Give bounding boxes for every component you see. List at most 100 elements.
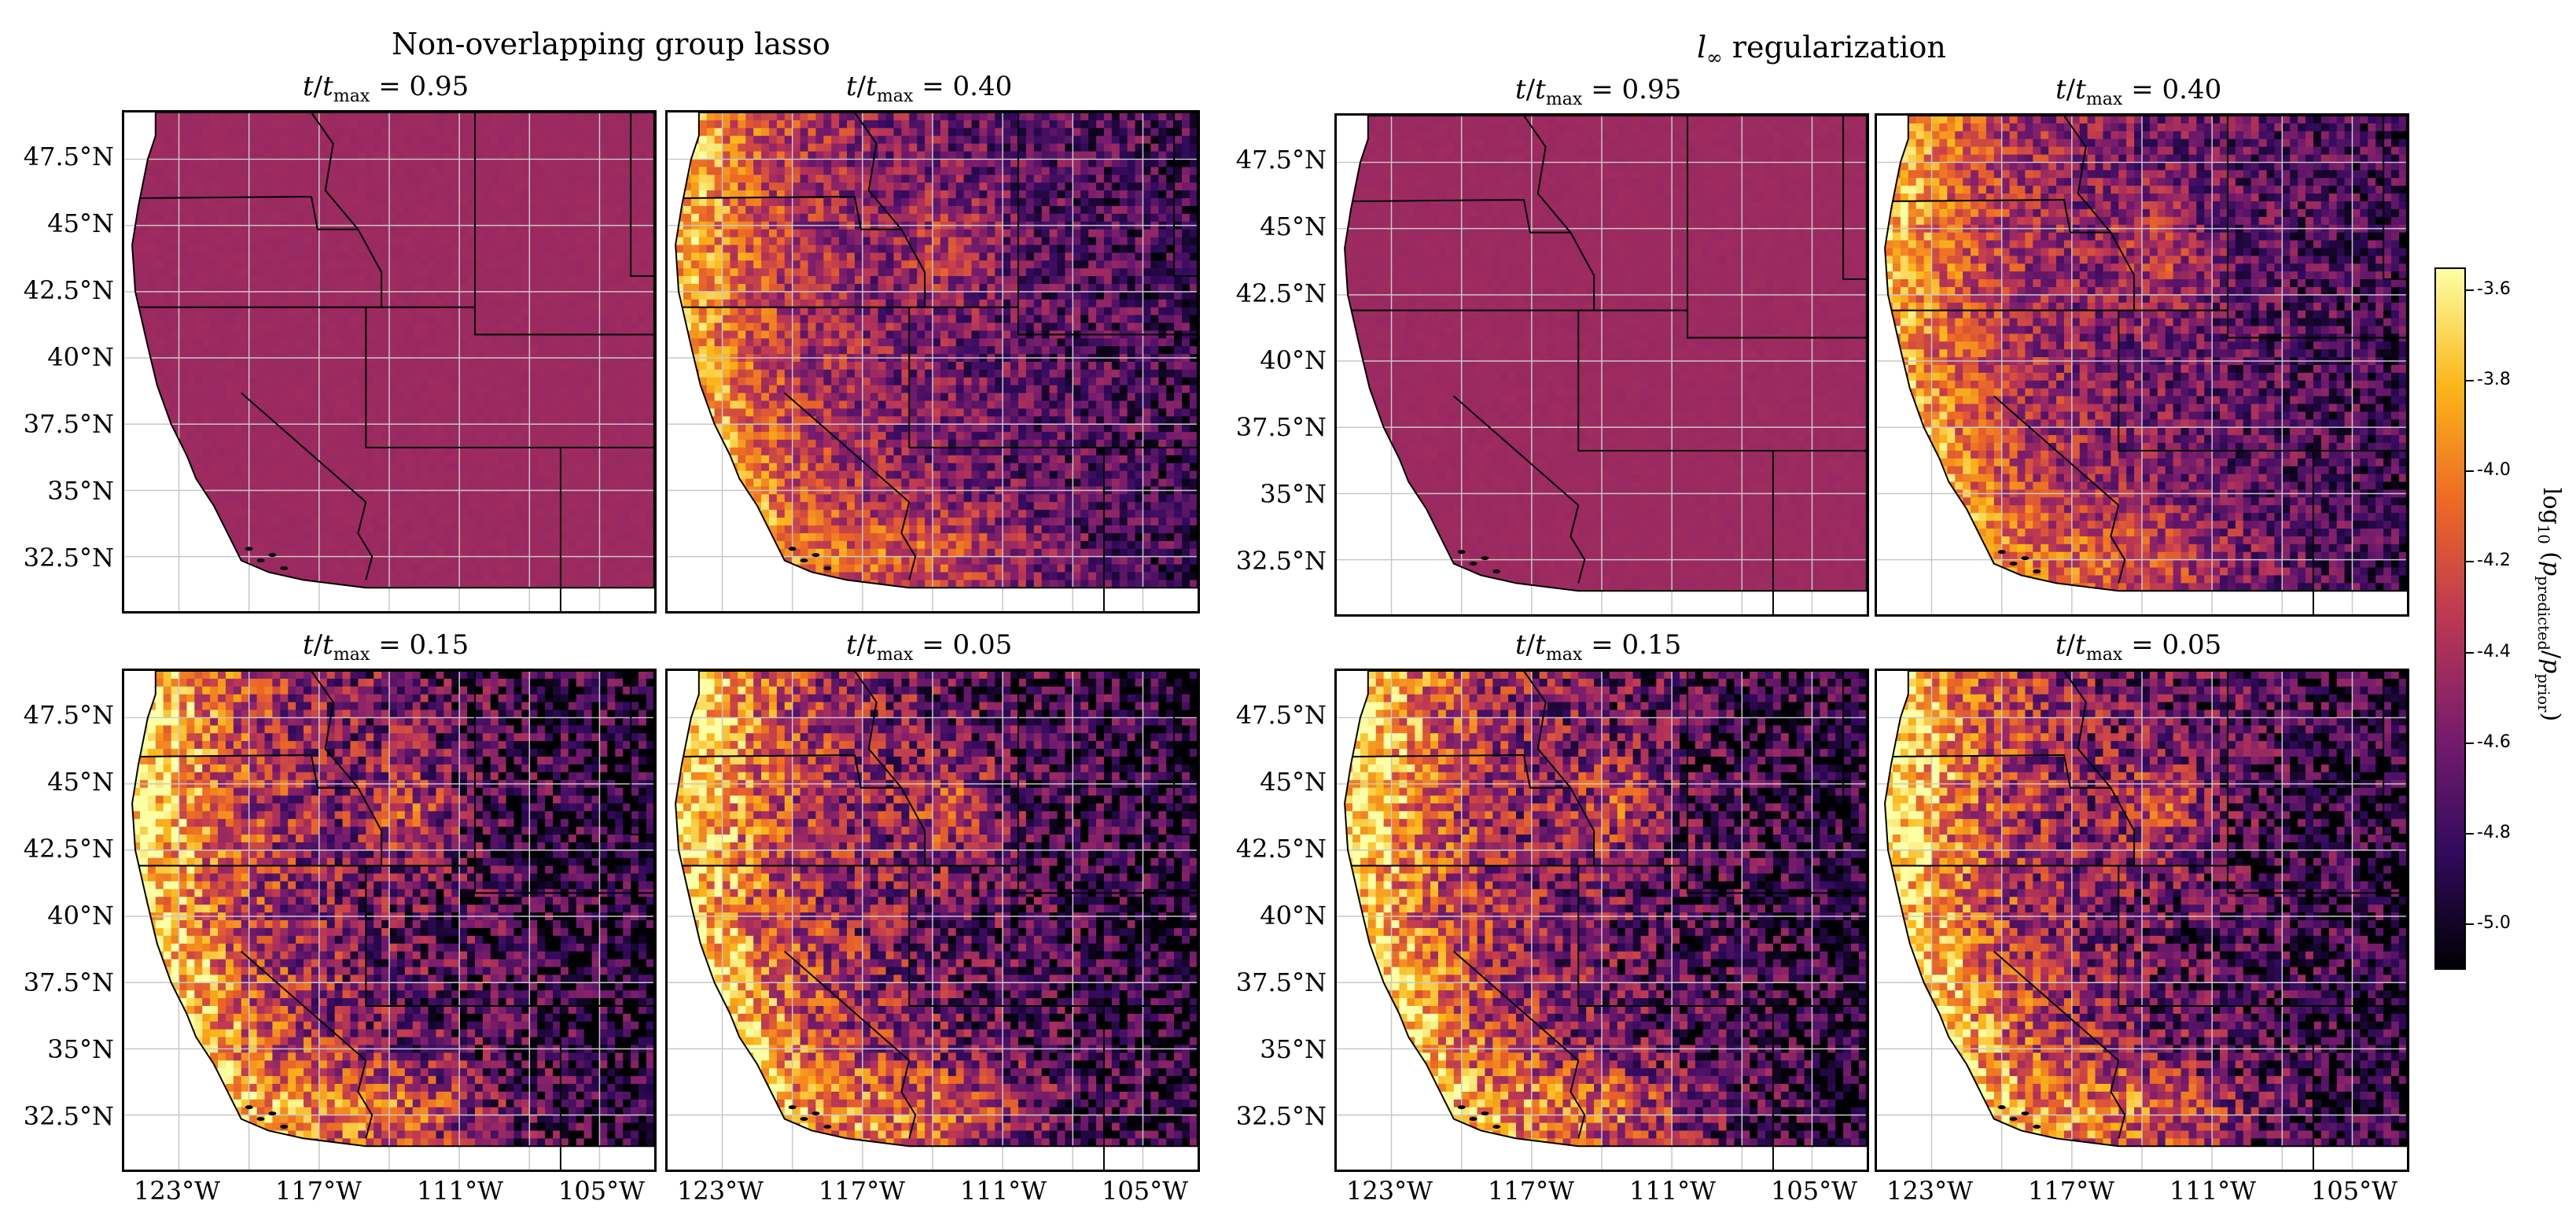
state-border [1570, 1060, 1586, 1139]
latitude-tick-label: 47.5°N [1209, 145, 1327, 175]
longitude-tick-label: 111°W [940, 1176, 1066, 1206]
state-border [1892, 198, 2111, 234]
coastline [1884, 116, 2407, 592]
state-border [1993, 395, 2119, 507]
state-border [1686, 116, 1867, 339]
state-border [2110, 505, 2126, 584]
island [1492, 569, 1501, 573]
island [245, 547, 253, 551]
island [2033, 1125, 2041, 1129]
state-border [311, 671, 382, 831]
state-border [908, 307, 1105, 611]
map-panel-0-2 [122, 669, 657, 1172]
state-border [1017, 671, 1198, 894]
longitude-tick-label: 117°W [2008, 1176, 2134, 1206]
state-border [2383, 116, 2407, 281]
state-border [630, 112, 654, 278]
colorbar [2434, 267, 2466, 970]
longitude-tick-label: 117°W [256, 1176, 381, 1206]
island [280, 566, 289, 570]
island [823, 566, 832, 570]
state-border [473, 671, 654, 894]
colorbar-tick-mark [2466, 380, 2474, 382]
colorbar-tick-mark [2466, 833, 2474, 835]
latitude-tick-label: 45°N [0, 208, 114, 238]
longitude-tick-label: 111°W [2150, 1176, 2276, 1206]
island [2021, 556, 2030, 561]
longitude-tick-label: 123°W [1867, 1176, 1993, 1206]
island [1492, 1125, 1501, 1129]
colorbar-tick-label: -4.8 [2477, 823, 2511, 842]
latitude-tick-label: 42.5°N [0, 275, 114, 305]
latitude-tick-label: 40°N [0, 901, 114, 930]
colorbar-tick-label: -3.8 [2477, 370, 2511, 389]
latitude-tick-label: 45°N [1209, 212, 1327, 241]
island [2021, 1111, 2030, 1116]
state-border [1352, 198, 1571, 234]
state-border [900, 1060, 917, 1139]
latitude-tick-label: 40°N [1209, 345, 1327, 375]
panel-title: t/tmax = 0.05 [2055, 629, 2221, 665]
latitude-tick-label: 37.5°N [0, 409, 114, 439]
longitude-tick-label: 105°W [1751, 1176, 1877, 1206]
state-border [854, 671, 926, 831]
heat-field [132, 671, 654, 1147]
island [1481, 556, 1489, 561]
state-border [2118, 310, 2314, 614]
colorbar-tick-mark [2466, 923, 2474, 926]
state-border [784, 950, 910, 1062]
island [245, 1105, 253, 1110]
latitude-tick-label: 35°N [1209, 479, 1327, 509]
coastline [131, 112, 654, 589]
latitude-tick-label: 47.5°N [0, 142, 114, 171]
state-border [1842, 671, 1867, 836]
state-border [2383, 671, 2407, 836]
group-title-left: Non-overlapping group lasso [392, 27, 830, 61]
latitude-tick-label: 42.5°N [1209, 834, 1327, 864]
island [2009, 562, 2018, 566]
island [1457, 1105, 1466, 1110]
longitude-tick-label: 111°W [1610, 1176, 1735, 1206]
latitude-tick-label: 35°N [1209, 1034, 1327, 1064]
map-panel-1-2 [1334, 669, 1869, 1172]
colorbar-gradient [2436, 269, 2464, 968]
colorbar-tick-label: -4.6 [2477, 732, 2511, 752]
map-panel-1-3 [1875, 669, 2409, 1172]
map-panel-1-0 [1334, 113, 1869, 617]
latitude-tick-label: 45°N [0, 767, 114, 797]
panel-title: t/tmax = 0.15 [1515, 629, 1681, 665]
latitude-tick-label: 42.5°N [0, 834, 114, 864]
latitude-tick-label: 37.5°N [0, 967, 114, 997]
colorbar-tick-mark [2466, 470, 2474, 473]
panel-title: t/tmax = 0.05 [846, 629, 1012, 665]
state-border [365, 307, 561, 611]
coastline [675, 112, 1198, 589]
coastline [1344, 116, 1867, 592]
colorbar-tick-mark [2466, 289, 2474, 291]
island [1997, 1105, 2006, 1110]
state-border [2110, 1060, 2126, 1139]
colorbar-tick-label: -5.0 [2477, 913, 2511, 933]
state-border [683, 754, 902, 789]
island [1997, 550, 2006, 555]
state-border [630, 671, 654, 836]
island [1469, 562, 1478, 566]
state-border [241, 392, 366, 503]
state-border [854, 112, 926, 273]
longitude-tick-label: 117°W [799, 1176, 925, 1206]
state-border [1523, 116, 1595, 276]
longitude-tick-label: 105°W [539, 1176, 664, 1206]
longitude-tick-label: 123°W [1327, 1176, 1452, 1206]
island [1457, 550, 1466, 555]
island [1469, 1117, 1478, 1122]
coastline [1884, 671, 2407, 1148]
map-panel-1-1 [1875, 113, 2409, 617]
state-border [473, 112, 654, 336]
latitude-tick-label: 32.5°N [1209, 546, 1327, 576]
latitude-tick-label: 47.5°N [0, 700, 114, 730]
island [2033, 569, 2041, 573]
state-border [357, 1060, 374, 1139]
latitude-tick-label: 47.5°N [1209, 700, 1327, 730]
state-border [365, 865, 561, 1170]
colorbar-tick-mark [2466, 742, 2474, 744]
